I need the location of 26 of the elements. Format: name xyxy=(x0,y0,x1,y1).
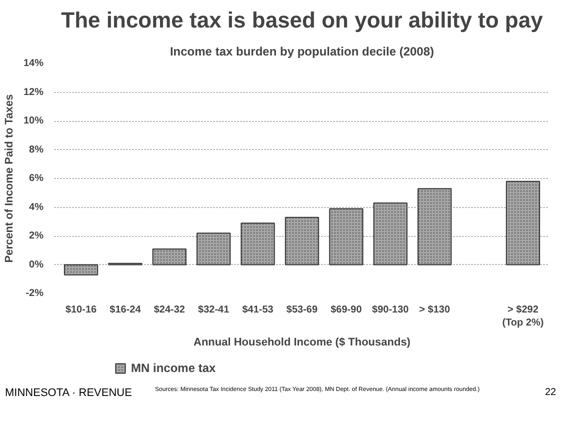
text: 22 xyxy=(545,386,556,400)
chart-subtitle: Income tax burden by population decile (2008) xyxy=(170,44,434,58)
y-tick-label: 0% xyxy=(29,259,44,270)
x-tick-label: > $292 (Top 2%) xyxy=(502,304,544,329)
x-tick-label: $16-24 xyxy=(110,304,142,316)
x-axis-title: Annual Household Income ($ Thousands) xyxy=(194,336,411,349)
y-tick-label: 10% xyxy=(23,116,44,126)
legend-label: MN income tax xyxy=(131,361,216,375)
y-tick-label: 12% xyxy=(23,86,44,98)
y-tick-label: 14% xyxy=(23,58,44,69)
x-tick-label: $41-53 xyxy=(242,304,274,316)
y-tick-label: 8% xyxy=(29,144,44,156)
x-tick-label: $90-130 xyxy=(372,304,410,316)
y-tick-label: 6% xyxy=(29,173,44,184)
x-tick-label: $53-69 xyxy=(286,304,318,316)
x-tick-label: $24-32 xyxy=(154,304,186,316)
y-tick-label: -2% xyxy=(26,288,44,299)
text: MINNESOTA · REVENUE xyxy=(5,386,132,401)
chart-title: The income tax is based on your ability to pay xyxy=(61,8,544,32)
x-tick-label: $69-90 xyxy=(330,304,362,316)
y-tick-label: 4% xyxy=(29,202,44,213)
x-tick-label: $32-41 xyxy=(198,304,230,316)
y-axis-title: Percent of Income Paid to Taxes xyxy=(3,94,16,263)
x-tick-label: $10-16 xyxy=(65,304,98,316)
x-tick-label: > $130 xyxy=(419,304,450,316)
y-tick-label: 2% xyxy=(29,230,44,242)
